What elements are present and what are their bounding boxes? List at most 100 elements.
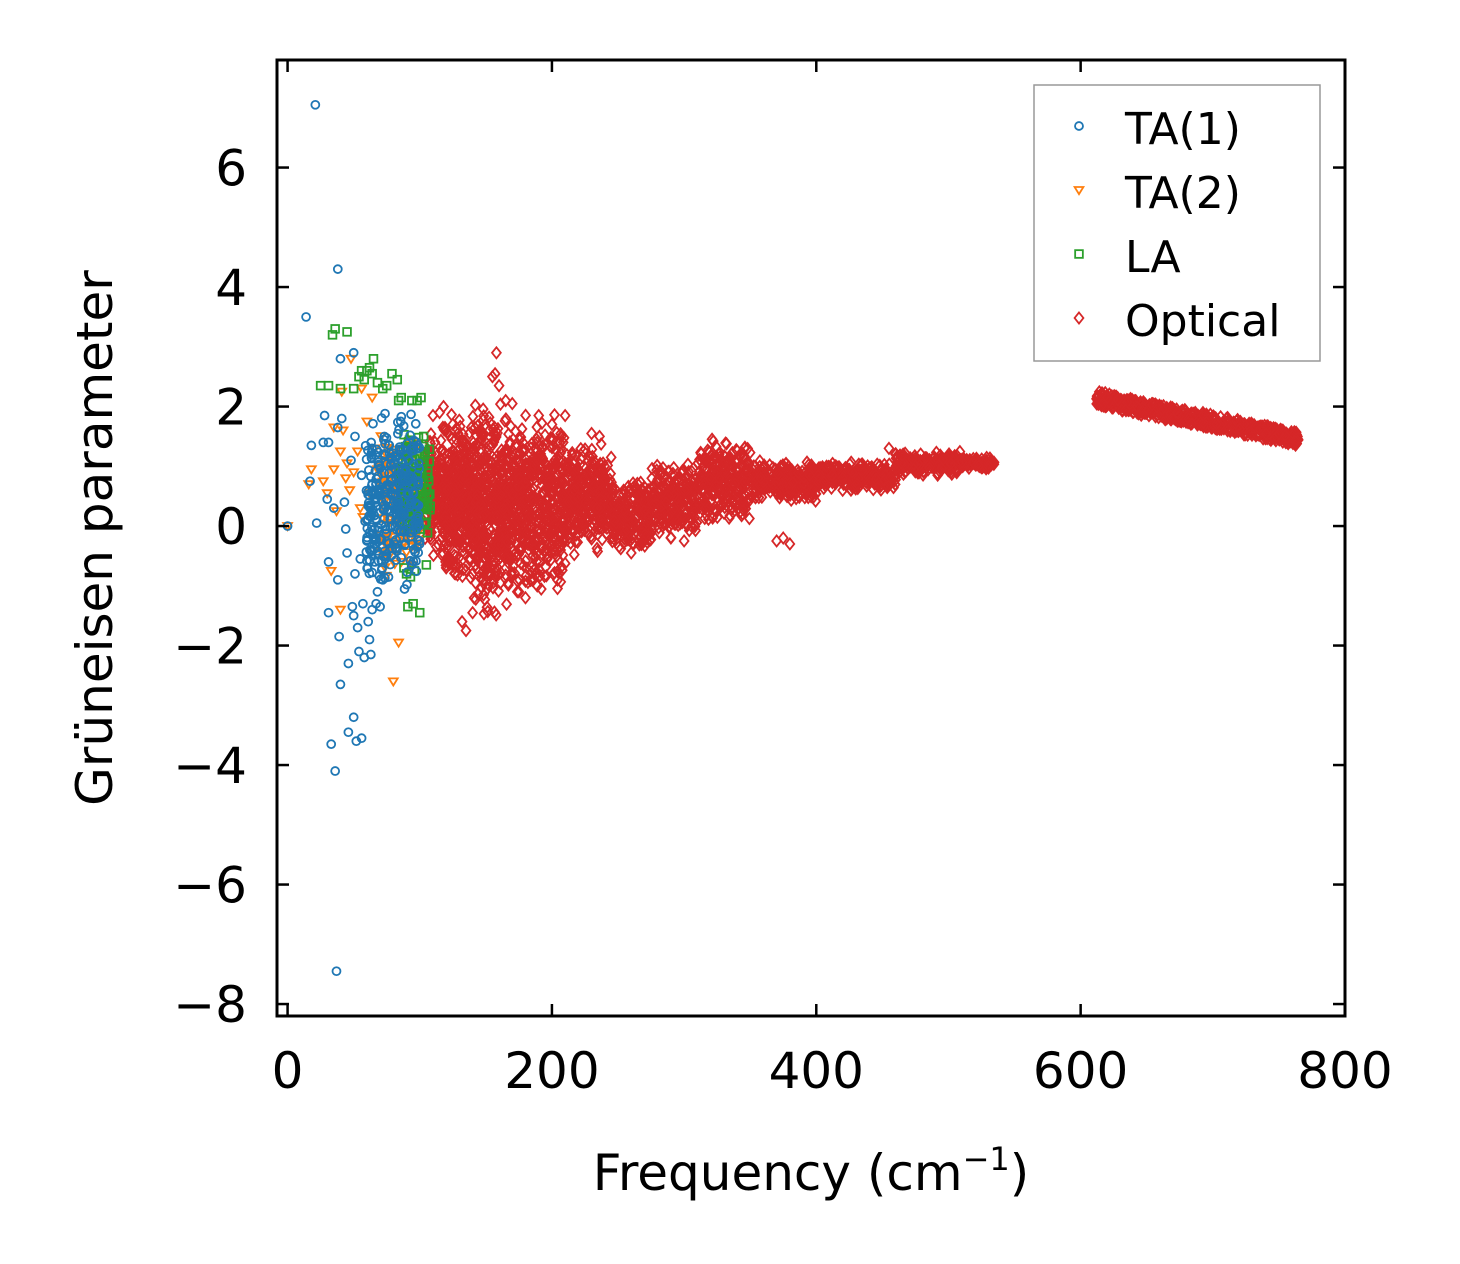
data-point <box>620 533 632 548</box>
series-Optical <box>419 345 1304 638</box>
data-point <box>704 471 716 486</box>
data-point <box>399 584 410 594</box>
data-point <box>555 426 567 441</box>
data-point <box>632 489 644 504</box>
data-point <box>484 546 496 561</box>
data-point <box>356 733 367 744</box>
data-point <box>781 489 793 504</box>
data-point <box>354 646 364 657</box>
data-point <box>366 505 377 516</box>
data-point <box>699 511 711 526</box>
data-point <box>310 99 321 110</box>
data-point <box>1130 393 1142 408</box>
data-point <box>413 476 424 486</box>
data-point <box>330 766 341 776</box>
data-point <box>390 499 401 510</box>
data-point <box>594 492 606 506</box>
data-point <box>365 501 375 511</box>
data-point <box>936 461 948 476</box>
data-point <box>370 513 381 524</box>
data-point <box>825 481 838 496</box>
data-point <box>413 509 424 520</box>
y-tick-label: −8 <box>173 976 247 1034</box>
data-point <box>1197 415 1209 430</box>
data-point <box>384 448 395 459</box>
data-point <box>702 512 715 527</box>
series-TA(1) <box>282 99 425 977</box>
data-point <box>460 563 472 578</box>
data-point <box>392 638 405 649</box>
data-point <box>392 374 403 385</box>
data-point <box>943 449 955 464</box>
data-point <box>694 470 706 485</box>
data-point <box>915 447 927 461</box>
data-point <box>477 509 489 523</box>
data-point <box>317 477 330 488</box>
data-point <box>471 514 483 529</box>
data-point <box>379 450 390 461</box>
data-point <box>687 506 699 521</box>
data-point <box>630 517 643 532</box>
data-point <box>897 467 910 482</box>
data-point <box>393 428 403 439</box>
data-point <box>375 601 385 612</box>
data-point <box>639 527 651 542</box>
data-point <box>469 575 482 590</box>
data-point <box>658 481 670 496</box>
legend-label: TA(2) <box>1124 168 1241 219</box>
data-point <box>526 507 538 522</box>
data-point <box>491 509 503 524</box>
data-point <box>479 456 491 471</box>
data-point <box>369 539 380 550</box>
data-point <box>856 457 868 471</box>
data-point <box>499 514 511 529</box>
data-point <box>467 605 479 620</box>
data-point <box>546 433 559 448</box>
data-point <box>519 553 532 568</box>
data-point <box>514 454 526 469</box>
data-point <box>371 444 382 455</box>
data-point <box>732 453 745 468</box>
data-point <box>484 466 496 480</box>
data-point <box>318 437 329 448</box>
legend-item: TA(2) <box>1072 168 1241 219</box>
data-point <box>468 590 480 605</box>
data-point <box>683 523 695 538</box>
data-point <box>483 438 496 453</box>
data-point <box>643 508 655 523</box>
data-point <box>699 494 711 509</box>
data-point <box>1210 417 1223 432</box>
data-point <box>792 465 804 480</box>
data-point <box>474 454 486 469</box>
data-point <box>508 543 520 558</box>
data-point <box>321 489 334 500</box>
data-point <box>623 484 635 499</box>
data-point <box>478 587 490 602</box>
data-point <box>381 380 392 391</box>
data-point <box>784 480 796 495</box>
data-point <box>443 490 455 505</box>
data-point <box>562 457 574 472</box>
data-point <box>802 490 814 505</box>
data-point <box>377 574 388 585</box>
data-point <box>757 475 770 490</box>
data-point <box>502 535 514 549</box>
data-point <box>568 547 580 562</box>
data-point <box>490 345 502 360</box>
data-point <box>305 476 315 487</box>
data-point <box>593 429 606 444</box>
data-point <box>348 347 359 358</box>
data-point <box>379 431 390 442</box>
x-tick-label: 600 <box>1033 1042 1128 1100</box>
data-point <box>493 456 505 471</box>
plot-marks <box>281 99 1304 977</box>
data-point <box>818 474 830 489</box>
data-point <box>380 573 390 583</box>
data-point <box>1273 426 1285 441</box>
data-point <box>710 449 722 464</box>
data-point <box>438 446 451 460</box>
data-point <box>475 497 487 512</box>
data-point <box>602 458 614 473</box>
data-point <box>448 444 460 459</box>
data-point <box>456 614 468 629</box>
